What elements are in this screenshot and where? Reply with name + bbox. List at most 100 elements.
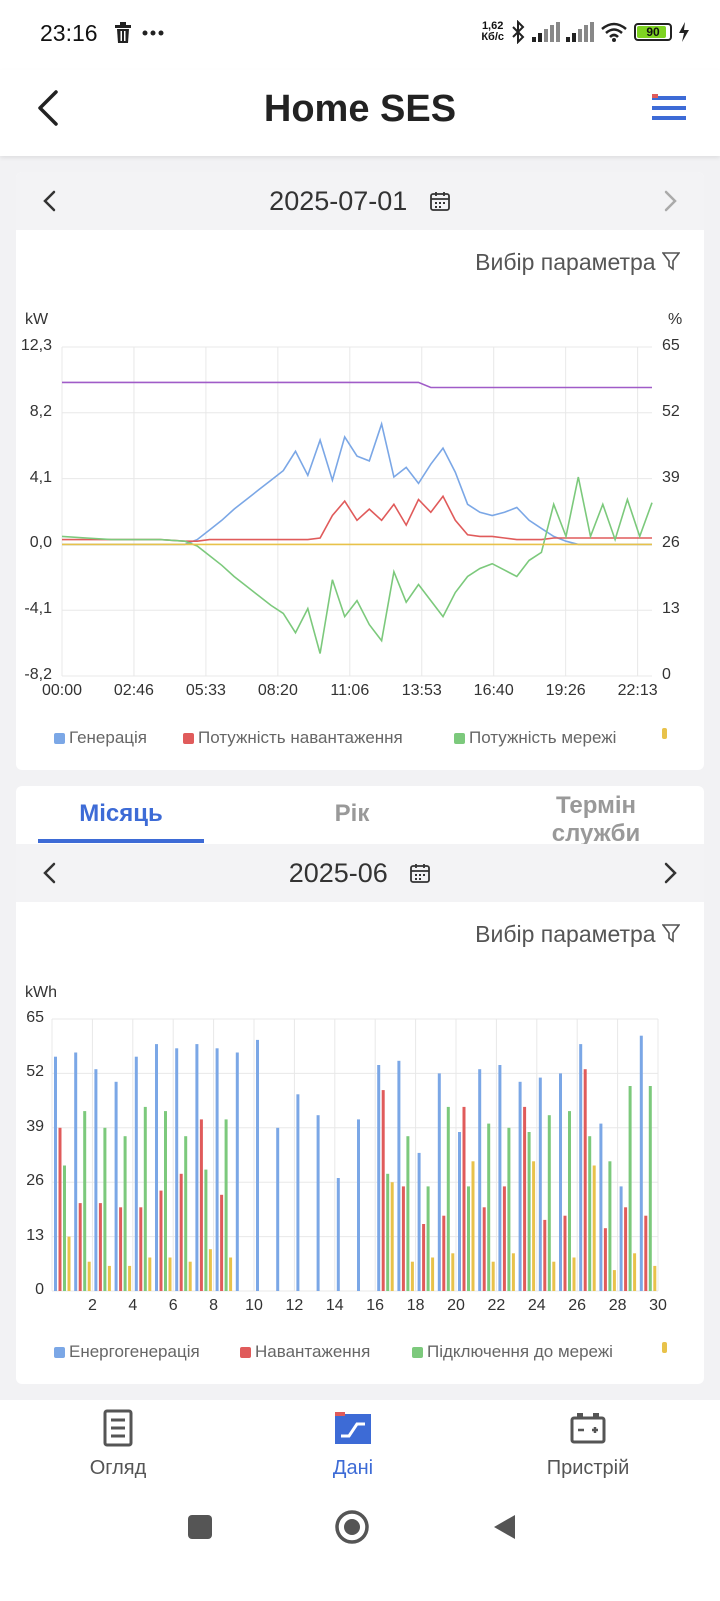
monthly-x-tick: 18 <box>406 1297 425 1314</box>
monthly-bar-s3-d7 <box>188 1261 192 1291</box>
legend-load-power[interactable]: Потужність навантаження <box>183 728 403 748</box>
signal-2-icon <box>566 22 594 42</box>
monthly-date-picker[interactable]: 2025-06 <box>16 858 704 889</box>
monthly-bar-s0-d5 <box>134 1056 138 1291</box>
monthly-unit: kWh <box>25 984 57 1001</box>
daily-series-line-1 <box>62 494 652 543</box>
daily-x-tick: 05:33 <box>185 682 226 699</box>
next-month-button[interactable] <box>652 856 686 890</box>
monthly-bar-s2-d20 <box>446 1106 450 1291</box>
legend-grid-power[interactable]: Потужність мережі <box>454 728 616 748</box>
daily-y-tick-right: 52 <box>662 402 680 420</box>
monthly-bar-s1-d8 <box>199 1119 203 1291</box>
daily-x-tick: 08:20 <box>257 682 298 699</box>
status-time: 23:16 <box>40 20 98 46</box>
back-nav-icon[interactable] <box>490 1512 520 1542</box>
bluetooth-icon <box>512 20 525 44</box>
monthly-bar-s2-d1 <box>63 1165 66 1291</box>
daily-unit-right: % <box>668 311 683 328</box>
daily-y-tick-right: 13 <box>662 600 680 618</box>
monthly-bar-s2-d3 <box>103 1127 107 1291</box>
monthly-bar-s3-d28 <box>612 1270 616 1291</box>
monthly-date: 2025-06 <box>288 858 388 888</box>
monthly-bar-s2-d30 <box>648 1086 652 1291</box>
monthly-bar-s1-d1 <box>58 1127 62 1291</box>
back-button[interactable] <box>28 84 78 134</box>
monthly-bar-s0-d14 <box>316 1115 320 1291</box>
monthly-bar-s0-d27 <box>579 1044 583 1291</box>
monthly-bar-s2-d23 <box>507 1127 511 1291</box>
bottom-navigation: Огляд Дані Пристрій <box>0 1400 720 1504</box>
monthly-bar-s1-d19 <box>422 1224 426 1291</box>
monthly-bar-s0-d26 <box>559 1073 562 1291</box>
monthly-x-tick: 10 <box>245 1297 263 1314</box>
daily-series-line-4 <box>62 381 652 389</box>
monthly-bar-s3-d9 <box>229 1257 233 1291</box>
monthly-bar-s3-d24 <box>532 1161 536 1291</box>
monthly-x-tick: 4 <box>128 1297 138 1314</box>
monthly-bar-s3-d8 <box>208 1249 212 1291</box>
legend-energy-generation[interactable]: Енергогенерація <box>54 1342 200 1362</box>
daily-y-tick-left: 4,1 <box>29 468 52 486</box>
monthly-x-tick: 28 <box>608 1297 627 1314</box>
monthly-bar-s0-d12 <box>276 1127 280 1291</box>
status-bar: 23:16 1,62 Кб/с <box>0 0 720 70</box>
monthly-x-tick: 30 <box>649 1297 667 1314</box>
daily-x-tick: 13:53 <box>401 682 442 699</box>
monthly-bar-s1-d6 <box>159 1190 163 1291</box>
legend-extra-series[interactable] <box>662 1342 667 1353</box>
calendar-icon <box>429 192 450 211</box>
monthly-bar-s3-d4 <box>128 1265 132 1291</box>
daily-series-line-0 <box>62 421 652 546</box>
monthly-bar-s1-d18 <box>401 1186 405 1291</box>
legend-grid-connection[interactable]: Підключення до мережі <box>412 1342 613 1362</box>
daily-unit-left: kW <box>25 311 49 328</box>
monthly-bar-s2-d18 <box>406 1136 410 1291</box>
tab-lifetime[interactable]: Термін служби <box>551 792 641 844</box>
monthly-bar-s0-d18 <box>397 1060 401 1291</box>
monthly-bar-s0-d30 <box>639 1035 643 1291</box>
monthly-bar-s2-d21 <box>467 1186 470 1291</box>
legend-generation[interactable]: Генерація <box>54 728 147 748</box>
next-day-button[interactable] <box>652 184 686 218</box>
nav-data[interactable]: Дані <box>273 1408 433 1480</box>
monthly-param-filter[interactable]: Вибір параметра <box>475 921 681 948</box>
filter-icon <box>661 924 681 943</box>
calendar-icon <box>410 864 431 883</box>
daily-date-picker[interactable]: 2025-07-01 <box>16 186 704 217</box>
tab-month[interactable]: Місяць <box>79 800 163 827</box>
monthly-bar-s3-d19 <box>431 1257 435 1291</box>
monthly-bar-s1-d21 <box>462 1106 466 1291</box>
monthly-bar-s3-d6 <box>168 1257 172 1291</box>
monthly-bar-s0-d25 <box>538 1077 542 1291</box>
monthly-bar-s3-d5 <box>148 1257 152 1291</box>
monthly-bar-s2-d25 <box>547 1115 551 1291</box>
monthly-x-tick: 22 <box>487 1297 506 1314</box>
daily-date: 2025-07-01 <box>269 186 408 216</box>
tab-year[interactable]: Рік <box>334 800 370 827</box>
prev-day-button[interactable] <box>34 184 68 218</box>
trash-icon <box>115 22 131 43</box>
monthly-bar-s2-d28 <box>608 1161 612 1291</box>
recents-icon[interactable] <box>185 1512 215 1542</box>
monthly-bar-s3-d25 <box>552 1261 556 1291</box>
daily-x-tick: 11:06 <box>330 682 370 699</box>
battery-device-icon <box>570 1413 606 1444</box>
legend-extra-series[interactable] <box>662 728 667 739</box>
menu-button[interactable] <box>650 90 690 130</box>
monthly-bar-s1-d7 <box>179 1173 183 1291</box>
monthly-bar-s1-d9 <box>220 1194 224 1291</box>
monthly-bar-s2-d29 <box>628 1086 632 1291</box>
monthly-bar-s0-d17 <box>377 1065 381 1291</box>
monthly-bar-s2-d6 <box>164 1111 167 1291</box>
daily-y-tick-left: 0,0 <box>29 534 52 552</box>
signal-1-icon <box>532 22 560 42</box>
nav-device[interactable]: Пристрій <box>508 1408 668 1480</box>
home-icon[interactable] <box>334 1509 370 1545</box>
monthly-y-tick: 39 <box>26 1117 44 1135</box>
nav-overview[interactable]: Огляд <box>38 1408 198 1480</box>
legend-load[interactable]: Навантаження <box>240 1342 370 1362</box>
prev-month-button[interactable] <box>34 856 68 890</box>
period-tabs: Місяць Рік Термін служби <box>16 786 704 844</box>
daily-param-filter[interactable]: Вибір параметра <box>475 249 681 276</box>
